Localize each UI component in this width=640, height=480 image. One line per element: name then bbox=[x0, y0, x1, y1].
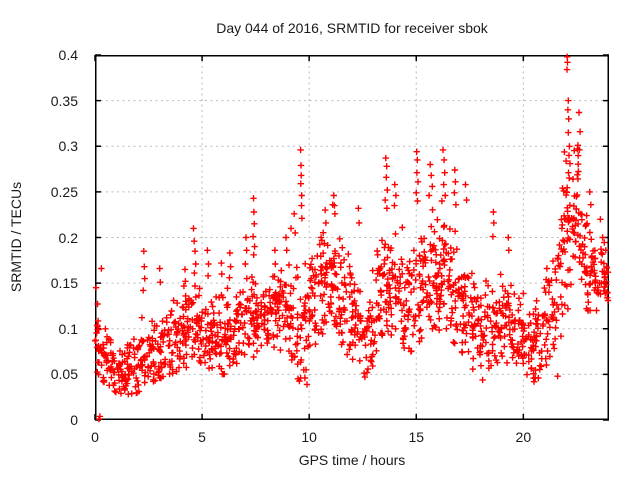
plot-area bbox=[91, 53, 612, 423]
x-axis-label: GPS time / hours bbox=[298, 452, 406, 468]
data-points bbox=[91, 53, 612, 423]
x-tick-label: 10 bbox=[301, 429, 317, 445]
plot-title: Day 044 of 2016, SRMTID for receiver sbo… bbox=[216, 20, 488, 36]
x-tick-label: 5 bbox=[198, 429, 206, 445]
x-tick-label: 15 bbox=[408, 429, 425, 445]
y-tick-label: 0.35 bbox=[50, 92, 78, 109]
y-tick-label: 0.3 bbox=[58, 138, 78, 155]
y-tick-label: 0.05 bbox=[50, 366, 78, 383]
x-tick-label: 20 bbox=[515, 429, 532, 445]
x-tick-label: 0 bbox=[91, 429, 99, 445]
scatter-plot bbox=[91, 53, 612, 423]
y-tick-label: 0.2 bbox=[58, 229, 78, 246]
y-tick-label: 0.15 bbox=[50, 275, 78, 292]
y-tick-label: 0.1 bbox=[58, 320, 78, 337]
y-tick-label: 0.4 bbox=[58, 47, 78, 63]
y-tick-label: 0.25 bbox=[50, 183, 78, 200]
y-tick-label: 0 bbox=[70, 412, 78, 428]
